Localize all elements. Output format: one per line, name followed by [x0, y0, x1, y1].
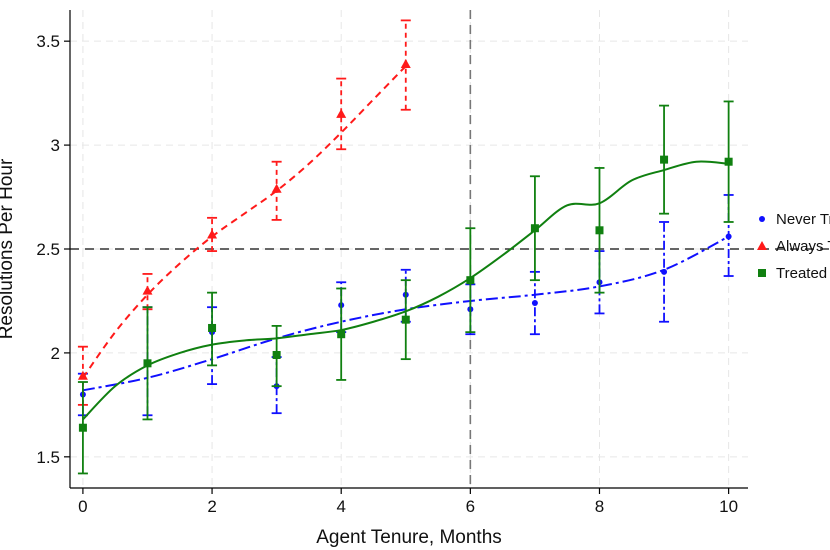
- y-tick-label: 3: [51, 136, 60, 155]
- data-point: [207, 229, 218, 239]
- legend-marker: [758, 269, 766, 277]
- x-tick-label: 2: [207, 497, 216, 516]
- legend-marker: [757, 241, 767, 250]
- data-point: [400, 59, 411, 69]
- y-tick-label: 2.5: [36, 240, 60, 259]
- x-tick-label: 10: [719, 497, 738, 516]
- data-point: [724, 157, 733, 166]
- data-point: [530, 224, 539, 233]
- legend-label: Always Treated: [776, 238, 830, 255]
- data-point: [725, 233, 732, 240]
- data-point: [466, 276, 475, 285]
- x-axis-title: Agent Tenure, Months: [316, 527, 502, 548]
- series-layer: [77, 19, 734, 475]
- legend: Never Treated Always Treated Treated 4-6 M…: [757, 211, 830, 282]
- series-always-treated: [77, 19, 411, 406]
- y-tick-label: 2: [51, 344, 60, 363]
- y-axis-title: Resolutions Per Hour: [0, 158, 17, 339]
- axes: 0 2 4 6 8 10 1.5 2 2.5 3 3.5: [36, 10, 748, 516]
- data-point: [660, 155, 669, 164]
- fit-line: [82, 65, 407, 379]
- data-point: [595, 226, 604, 235]
- data-point: [337, 330, 346, 339]
- data-point: [142, 285, 153, 295]
- y-tick-label: 1.5: [36, 448, 60, 467]
- data-point: [531, 300, 538, 307]
- y-tick-label: 3.5: [36, 32, 60, 51]
- data-point: [208, 323, 217, 332]
- x-tick-label: 8: [595, 497, 604, 516]
- data-point: [661, 268, 668, 275]
- x-tick-label: 6: [466, 497, 475, 516]
- legend-label: Never Treated: [776, 211, 830, 228]
- data-point: [272, 350, 281, 359]
- legend-marker: [759, 216, 765, 222]
- series-treated-4-6-months: [77, 100, 734, 475]
- x-tick-label: 4: [336, 497, 345, 516]
- fit-line: [82, 160, 729, 421]
- x-tick-label: 0: [78, 497, 87, 516]
- data-point: [336, 108, 347, 118]
- data-point: [271, 183, 282, 193]
- data-point: [77, 370, 88, 380]
- data-point: [78, 423, 87, 432]
- data-point: [143, 359, 152, 368]
- data-point: [401, 315, 410, 324]
- legend-label: Treated 4-6 Months: [776, 265, 830, 282]
- reference-lines: [70, 10, 830, 488]
